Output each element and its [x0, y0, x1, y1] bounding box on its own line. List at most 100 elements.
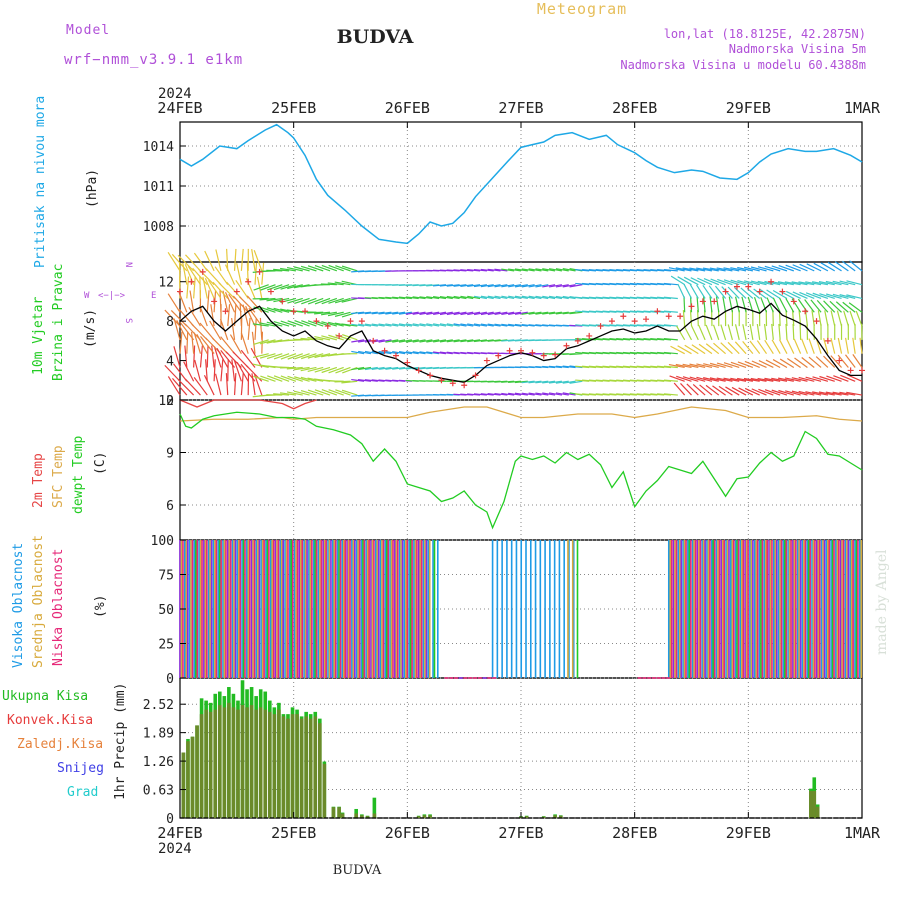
wind-arrow — [501, 380, 515, 383]
wind-arrow — [779, 297, 788, 313]
wind-arrow — [799, 323, 802, 340]
wind-arrow — [446, 351, 460, 355]
wind-arrow — [232, 295, 249, 313]
wind-arrow — [725, 386, 740, 396]
wind-arrow — [171, 253, 188, 272]
wind-arrow — [852, 337, 856, 354]
wind-arrow — [334, 281, 351, 286]
wind-arrow — [702, 296, 706, 313]
wind-arrow — [392, 366, 406, 370]
precip-conv-bar — [313, 716, 318, 818]
wind-arrow — [473, 295, 488, 300]
wind-arrow — [176, 320, 188, 341]
wind-arrow — [508, 392, 522, 396]
wind-arrow — [808, 338, 815, 354]
temp2m-label: 2m Temp — [31, 453, 46, 508]
wind-gust-mark — [177, 288, 183, 295]
wind-arrow — [405, 339, 419, 343]
wind-arrow — [812, 391, 829, 396]
wind-arrow — [696, 363, 713, 369]
wind-arrow — [293, 390, 310, 396]
wind-arrow — [805, 376, 822, 382]
year-bottom: 2024 — [158, 841, 192, 857]
wind-arrow — [548, 365, 562, 369]
wind-gust-mark — [779, 288, 786, 295]
wind-arrow — [487, 295, 501, 300]
wind-arrow — [419, 311, 433, 315]
wind-arrow — [328, 334, 344, 341]
wind-gust-mark — [358, 318, 365, 325]
precip-conv-bar — [541, 816, 546, 818]
wind-arrow — [785, 298, 795, 313]
wind-arrow — [734, 341, 747, 355]
wind-arrow — [569, 324, 583, 327]
x-tick-label-top: 24FEB — [157, 99, 202, 117]
wind-arrow — [846, 280, 863, 286]
wind-arrow — [727, 324, 733, 341]
temperature-y-tick-label: 12 — [158, 394, 174, 409]
x-tick-label-bottom: 1MAR — [844, 824, 881, 842]
wind-arrow — [254, 262, 258, 285]
wind-arrow — [702, 267, 719, 272]
wind-arrow — [703, 278, 720, 286]
wind-arrow — [253, 284, 269, 291]
wind-arrow — [473, 339, 487, 343]
wind-arrow — [371, 323, 385, 327]
wind-arrow — [178, 291, 188, 313]
wind-arrow — [199, 305, 208, 327]
compass-n: N — [123, 262, 133, 267]
wind-arrow — [842, 301, 856, 313]
wind-arrow — [528, 295, 542, 300]
lonlat-label: lon,lat (18.8125E, 42.2875N) — [664, 27, 866, 41]
wind-arrow — [689, 267, 706, 272]
wind-arrow — [508, 323, 522, 327]
wind-arrow — [691, 344, 706, 355]
wind-arrow — [307, 320, 324, 327]
wind-arrow — [240, 373, 244, 396]
wind-arrow — [494, 339, 508, 342]
wind-arrow — [439, 284, 453, 287]
wind-arrow — [219, 290, 222, 313]
wind-gust-mark — [677, 313, 684, 320]
cloud-unit: (%) — [93, 595, 108, 618]
wind-arrow — [764, 280, 781, 286]
wind-arrow — [245, 305, 256, 327]
precip-conv-bar — [258, 707, 263, 818]
wind-arrow — [446, 284, 460, 287]
wind-arrow — [514, 311, 528, 315]
wind-arrow — [705, 343, 720, 355]
wind-arrow — [433, 339, 447, 343]
wind-arrow — [398, 323, 412, 327]
precip-conv-bar — [231, 707, 236, 818]
pressure-y-tick-label: 1008 — [143, 220, 174, 235]
wind-arrow — [778, 389, 794, 396]
precip-y-tick-label: 2.52 — [143, 698, 174, 713]
wind-arrow — [188, 307, 201, 327]
legend-snow: Snijeg — [57, 761, 104, 776]
wind-arrow — [364, 323, 378, 327]
wind-arrow — [419, 351, 433, 355]
wind-gust-mark — [608, 318, 615, 325]
wind-arrow — [412, 351, 426, 355]
temp-series-2 — [179, 411, 863, 530]
wind-arrow — [833, 375, 849, 382]
wind-arrow — [378, 366, 392, 370]
wind-arrow — [508, 311, 522, 315]
wind-arrow — [321, 366, 338, 374]
wind-arrow — [231, 317, 236, 340]
cloud-y-tick-label: 75 — [158, 569, 174, 584]
wind-arrow — [351, 378, 365, 382]
x-tick-label-top: 25FEB — [271, 99, 316, 117]
precip-conv-bar — [422, 815, 427, 818]
wind-arrow — [562, 380, 576, 384]
wind-arrow — [227, 359, 229, 382]
wind-unit: (m/s) — [83, 309, 98, 348]
wind-arrow — [259, 317, 263, 340]
wind-arrow — [717, 278, 733, 286]
wind-arrow — [335, 389, 351, 396]
wind-arrow — [204, 278, 215, 299]
wind-arrow — [280, 392, 297, 396]
wind-arrow — [207, 279, 222, 299]
wind-arrow — [487, 393, 501, 396]
wind-arrow — [785, 390, 801, 396]
